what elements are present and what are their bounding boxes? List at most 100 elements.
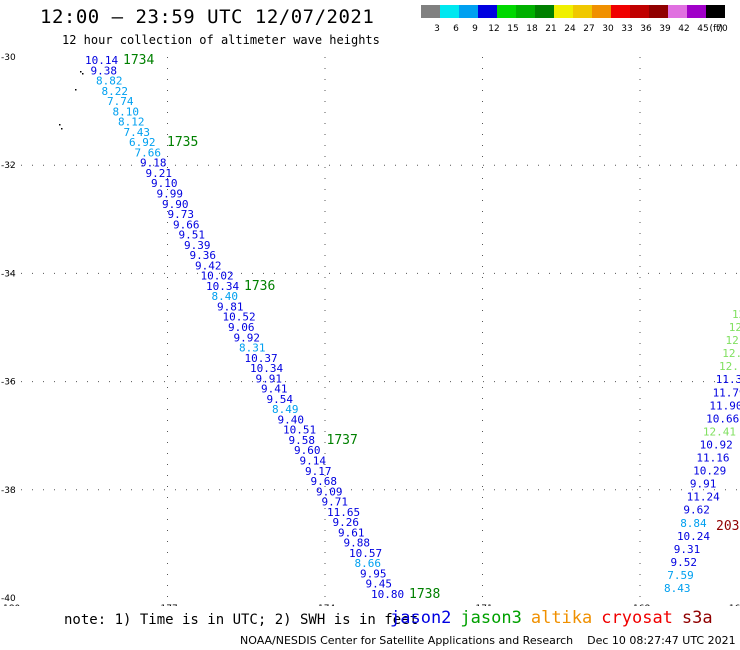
swh-value: 9.09 — [316, 485, 343, 498]
scale-label: 70 — [716, 24, 728, 34]
swh-value: 11.79 — [713, 386, 740, 399]
pass-time-label: 1734 — [123, 53, 154, 68]
scale-label: 27 — [583, 24, 594, 34]
lat-tick-label: -34 — [1, 269, 16, 279]
swh-value: 9.54 — [267, 393, 294, 406]
swh-value: 11.65 — [327, 506, 360, 519]
swh-value: 7.43 — [124, 126, 151, 139]
swh-value: 9.51 — [179, 229, 206, 242]
swh-value: 7.66 — [135, 146, 162, 159]
swh-value: 8.66 — [355, 557, 382, 570]
scale-label: 39 — [659, 24, 671, 34]
swh-value: 9.58 — [289, 434, 316, 447]
scale-label: 36 — [640, 24, 652, 34]
scale-swatch — [687, 5, 706, 18]
swh-value: 9.14 — [300, 455, 327, 468]
swh-value: 11.90 — [709, 399, 740, 412]
swh-value: 10.66 — [706, 412, 739, 425]
credit-footer: NOAA/NESDIS Center for Satellite Applica… — [240, 634, 736, 647]
scale-swatch — [573, 5, 592, 18]
scale-label: 42 — [678, 24, 689, 34]
swh-value: 9.06 — [228, 321, 255, 334]
swh-value: 9.81 — [217, 300, 244, 313]
swh-value: 9.61 — [338, 526, 365, 539]
lon-tick-label: -180 — [0, 604, 20, 606]
scale-swatch — [535, 5, 554, 18]
obs-dot — [80, 71, 82, 73]
swh-value: 9.92 — [234, 331, 261, 344]
swh-value: 9.26 — [333, 516, 360, 529]
scale-label: 6 — [453, 24, 459, 34]
scale-swatch — [421, 5, 440, 18]
swh-value: 8.22 — [102, 85, 129, 98]
scale-swatch — [440, 5, 459, 18]
swh-value: 9.91 — [690, 478, 717, 491]
scale-label: 9 — [472, 24, 478, 34]
swh-value: 12.41 — [703, 425, 736, 438]
swh-value: 9.40 — [278, 413, 305, 426]
lat-tick-label: -32 — [1, 161, 16, 171]
pass-time-label: 1737 — [327, 433, 358, 448]
scale-swatch — [459, 5, 478, 18]
obs-dot — [59, 124, 61, 126]
swh-value: 9.90 — [162, 198, 189, 211]
swh-value: 9.39 — [184, 239, 211, 252]
scale-label: 24 — [564, 24, 576, 34]
swh-value: 9.17 — [305, 465, 332, 478]
swh-value: 8.31 — [239, 342, 266, 355]
swh-value: 9.41 — [261, 383, 288, 396]
swh-value: 8.82 — [96, 75, 123, 88]
swh-value: 9.91 — [256, 372, 283, 385]
swh-value: 10.14 — [85, 54, 118, 67]
lat-tick-label: -30 — [1, 53, 16, 63]
scale-swatch — [611, 5, 630, 18]
lat-tick-label: -36 — [1, 378, 16, 388]
swh-value: 9.99 — [157, 188, 184, 201]
swh-value: 8.49 — [272, 403, 299, 416]
scale-swatch — [516, 5, 535, 18]
swh-value: 8.12 — [118, 116, 145, 129]
swh-value: 7.74 — [107, 95, 134, 108]
swh-value: 8.84 — [680, 517, 707, 530]
scale-label: 12 — [488, 24, 499, 34]
swh-value: 10.52 — [223, 311, 256, 324]
scale-label: 33 — [621, 24, 632, 34]
obs-dot — [82, 73, 84, 75]
lon-tick-label: -16 — [726, 604, 740, 606]
swh-value: 11.24 — [687, 491, 720, 504]
lon-tick-label: -174 — [315, 604, 336, 606]
swh-value: 10.57 — [349, 547, 382, 560]
scale-swatch — [478, 5, 497, 18]
swh-value: 9.45 — [366, 578, 393, 591]
swh-value: 9.10 — [151, 177, 178, 190]
swh-value: 9.52 — [670, 556, 697, 569]
pass-time-label: 1735 — [167, 135, 198, 150]
map-title: 12:00 – 23:59 UTC 12/07/2021 — [40, 6, 375, 28]
swh-value: 10.02 — [201, 270, 234, 283]
swh-value: 10.51 — [283, 424, 316, 437]
swh-value: 10.80 — [371, 588, 404, 601]
scale-swatch — [630, 5, 649, 18]
swh-value: 10.24 — [677, 530, 710, 543]
obs-dot — [75, 89, 77, 91]
pass-time-label: 203 — [716, 519, 739, 534]
swh-value: 9.60 — [294, 444, 321, 457]
swh-value: 10.37 — [245, 352, 278, 365]
legend-item-jason3: jason3 — [460, 608, 522, 628]
swh-value: 10.29 — [693, 465, 726, 478]
scale-unit: (ft) — [709, 24, 723, 34]
swh-value: 9.73 — [168, 208, 195, 221]
map-subtitle: 12 hour collection of altimeter wave hei… — [62, 33, 380, 47]
satellite-legend: jason2 jason3 altika cryosat s3a — [390, 608, 722, 628]
swh-value: 12 — [732, 308, 740, 321]
swh-value: 12 — [726, 334, 739, 347]
scale-swatch — [554, 5, 573, 18]
swh-value: 9.18 — [140, 157, 167, 170]
scale-label: 18 — [526, 24, 538, 34]
swh-value: 9.68 — [311, 475, 338, 488]
legend-item-altika: altika — [530, 608, 593, 628]
scale-label: 21 — [545, 24, 556, 34]
swh-value: 9.38 — [91, 64, 118, 77]
scale-swatch — [592, 5, 611, 18]
swh-value: 9.71 — [322, 496, 349, 509]
